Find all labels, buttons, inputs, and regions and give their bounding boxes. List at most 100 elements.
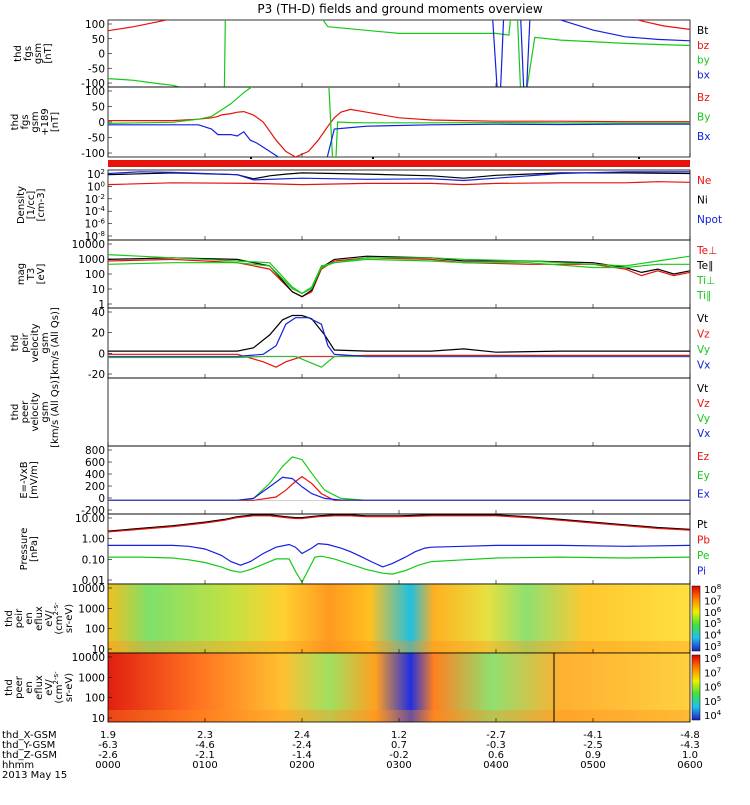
legend-entry: Vx bbox=[697, 428, 710, 440]
y-axis-label: peir bbox=[14, 608, 25, 628]
y-axis-label: eflux bbox=[34, 606, 45, 631]
series-group bbox=[108, 20, 690, 87]
x-axis-value: 0200 bbox=[289, 760, 314, 771]
x-axis-value: 1.0 bbox=[682, 750, 698, 761]
x-axis-value: -0.3 bbox=[486, 740, 506, 751]
y-tick-label: 100 bbox=[85, 269, 105, 281]
figure-title: P3 (TH-D) fields and ground moments over… bbox=[257, 2, 542, 16]
x-axis-value: 2.4 bbox=[294, 730, 310, 741]
series-line-Ez bbox=[108, 475, 690, 501]
x-axis-value: 2.3 bbox=[197, 730, 213, 741]
y-tick-label: 10.00 bbox=[75, 513, 105, 525]
legend-entry: Ne bbox=[697, 175, 711, 187]
x-axis-value: -4.6 bbox=[195, 740, 215, 751]
y-axis-label: peir bbox=[20, 332, 31, 352]
y-tick-label: 100 bbox=[87, 180, 105, 193]
y-axis-label: (cm2-s- bbox=[52, 671, 65, 704]
x-axis-value: 0.6 bbox=[488, 750, 504, 761]
y-axis-label: sr-eV) bbox=[64, 604, 75, 633]
status-bar bbox=[108, 160, 690, 167]
series-group bbox=[108, 314, 690, 368]
y-axis-label: [nPa] bbox=[29, 536, 40, 562]
legend-entry: Ni bbox=[697, 194, 708, 206]
series-group bbox=[108, 456, 690, 501]
status-bar-marker bbox=[250, 157, 252, 159]
colorbar-ramp bbox=[691, 654, 701, 721]
legend-entry: Ey bbox=[697, 470, 710, 482]
y-axis-label: thd bbox=[4, 679, 15, 696]
series-line-Ti∥ bbox=[108, 254, 690, 295]
x-axis-value: -2.1 bbox=[195, 750, 215, 761]
colorbar-tick-label: 108 bbox=[704, 652, 721, 665]
y-axis-label: Density bbox=[16, 186, 27, 224]
colorbar-tick-label: 106 bbox=[704, 681, 722, 694]
x-axis-value: -2.6 bbox=[98, 750, 118, 761]
spectrogram-low-energy-band bbox=[108, 710, 690, 722]
x-axis-row-label: thd_Z-GSM bbox=[2, 750, 57, 761]
legend-entry: Bz bbox=[697, 92, 710, 104]
y-axis-label: en bbox=[24, 681, 35, 694]
legend-entry: Pi bbox=[697, 566, 706, 578]
y-axis-label: gsm bbox=[33, 43, 44, 64]
colorbar-tick-label: 108 bbox=[704, 583, 721, 596]
y-axis-label: [km/s (All Qs)] bbox=[50, 307, 61, 379]
colorbar-tick-label: 103 bbox=[704, 640, 721, 653]
x-axis-value: 0100 bbox=[192, 760, 217, 771]
y-tick-label: 50 bbox=[92, 102, 105, 114]
y-tick-label: -100 bbox=[81, 148, 105, 160]
y-axis-label: sr-eV) bbox=[64, 673, 75, 702]
series-line-by bbox=[108, 20, 690, 87]
x-axis-row-label: thd_X-GSM bbox=[2, 730, 57, 741]
y-axis-label: [1/cc] bbox=[26, 191, 37, 220]
y-axis-label: peer bbox=[20, 400, 31, 424]
y-axis-label: gsm bbox=[40, 332, 51, 353]
legend-entry: Bx bbox=[697, 131, 710, 143]
series-line-Pt bbox=[108, 514, 690, 532]
series-line-By bbox=[108, 87, 690, 157]
y-tick-label: 1000 bbox=[78, 254, 105, 266]
series-line-Npot bbox=[108, 171, 690, 182]
panel-fgs: 100 50 0 -50 -100 thd fgs gsm [nT] Bt bz by bx bbox=[13, 19, 710, 90]
y-axis-label: thd bbox=[10, 335, 21, 352]
y-axis-label: fgs bbox=[23, 46, 34, 61]
series-line-Vt bbox=[108, 314, 690, 353]
x-axis-value: 0.9 bbox=[585, 750, 601, 761]
panel-peir_velocity: 40 20 0 -20 thd peir velocity gsm [km/s (All Qs)… bbox=[10, 307, 710, 381]
colorbar-tick-label: 105 bbox=[704, 695, 721, 708]
y-tick-label: -20 bbox=[88, 369, 105, 381]
x-axis-value: -1.4 bbox=[292, 750, 312, 761]
y-tick-label: 400 bbox=[85, 469, 105, 481]
legend-entry: Ex bbox=[697, 489, 710, 501]
y-tick-label: 0 bbox=[98, 49, 105, 61]
y-tick-label: 10 bbox=[92, 644, 105, 656]
y-tick-label: 10-2 bbox=[85, 193, 105, 206]
y-axis-label: thd bbox=[4, 610, 15, 627]
y-tick-label: -200 bbox=[81, 505, 105, 517]
x-axis-value: 1.9 bbox=[100, 730, 116, 741]
y-tick-label: 1000 bbox=[78, 672, 105, 684]
y-tick-label: 1 bbox=[98, 299, 105, 311]
y-tick-label: 10 bbox=[92, 713, 105, 725]
x-axis-value: -0.2 bbox=[389, 750, 409, 761]
x-axis-row-label: hhmm bbox=[2, 760, 34, 771]
x-axis-value: -4.1 bbox=[583, 730, 603, 741]
y-tick-label: 20 bbox=[92, 328, 105, 340]
colorbar-tick-label: 104 bbox=[704, 629, 722, 642]
legend-entry: Ez bbox=[697, 451, 710, 463]
y-tick-label: 200 bbox=[85, 481, 105, 493]
status-bar-marker bbox=[638, 157, 640, 159]
x-axis-value: 0500 bbox=[580, 760, 605, 771]
series-line-Pi bbox=[108, 542, 690, 568]
y-axis-label: T3 bbox=[26, 268, 37, 281]
series-line-Vx bbox=[108, 317, 690, 358]
x-axis-date: 2013 May 15 bbox=[2, 770, 67, 781]
colorbar-tick-label: 104 bbox=[704, 709, 722, 722]
legend-entry: Vz bbox=[697, 329, 710, 341]
legend-entry: by bbox=[697, 55, 710, 67]
y-axis-label: mag bbox=[16, 263, 27, 285]
